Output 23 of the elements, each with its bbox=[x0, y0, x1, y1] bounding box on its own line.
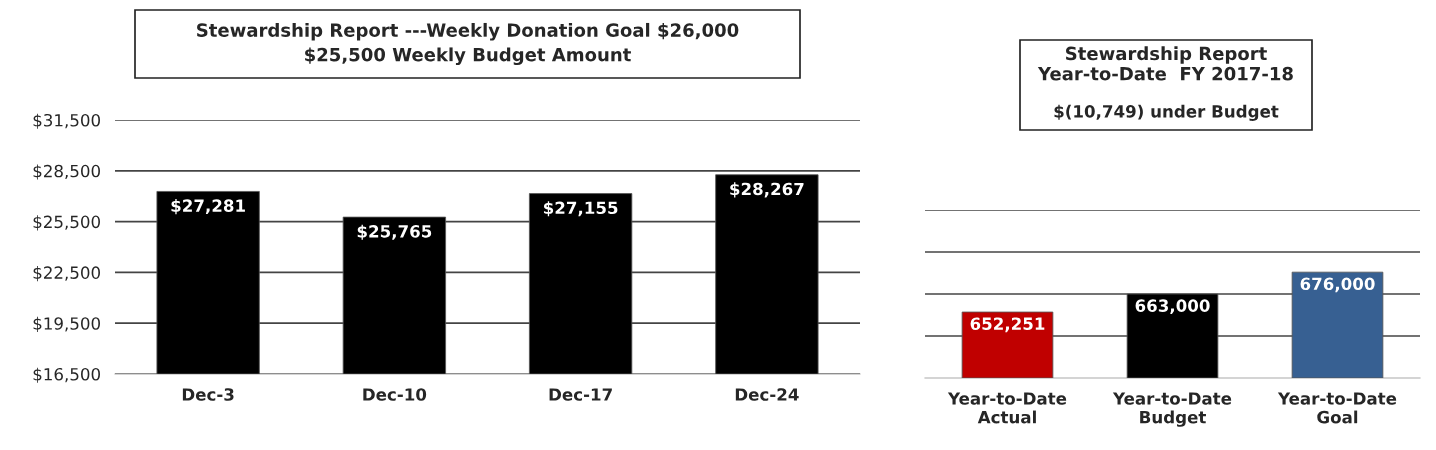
x-tick-label: Year-to-Date Goal bbox=[1277, 392, 1397, 424]
y-tick-label: $16,500 bbox=[33, 367, 100, 383]
x-tick-label: Dec-3 bbox=[182, 388, 234, 401]
chart-title: Stewardship Report ---Weekly Donation Goal $26,000 $25,500 Weekly Budget Amount bbox=[197, 22, 739, 66]
data-label: 663,000 bbox=[1135, 299, 1210, 315]
chart-subtitle: $(10,749) under Budget bbox=[1054, 104, 1279, 121]
x-tick-label: Year-to-Date Actual bbox=[947, 392, 1067, 424]
y-tick-label: $31,500 bbox=[33, 113, 100, 129]
data-label: $27,281 bbox=[171, 199, 245, 215]
x-tick-label: Dec-24 bbox=[735, 388, 799, 401]
data-label: 652,251 bbox=[970, 317, 1045, 333]
y-tick-label: $22,500 bbox=[33, 266, 100, 282]
y-tick-label: $25,500 bbox=[33, 215, 100, 231]
data-label: $28,267 bbox=[730, 182, 804, 198]
data-label: 676,000 bbox=[1300, 277, 1375, 293]
x-tick-label: Dec-17 bbox=[549, 388, 612, 401]
chart-title: Stewardship Report Year-to-Date FY 2017-18 bbox=[1037, 46, 1293, 81]
x-tick-label: Dec-10 bbox=[363, 388, 427, 401]
y-tick-label: $28,500 bbox=[33, 164, 100, 180]
x-tick-label: Year-to-Date Budget bbox=[1112, 392, 1232, 427]
data-label: $27,155 bbox=[543, 201, 618, 217]
data-label: $25,765 bbox=[357, 224, 432, 240]
y-tick-label: $19,500 bbox=[33, 316, 100, 332]
